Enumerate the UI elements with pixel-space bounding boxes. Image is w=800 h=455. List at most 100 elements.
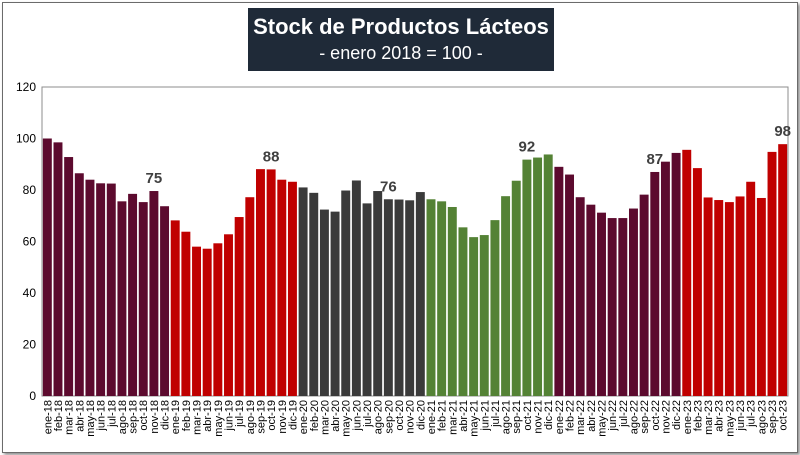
bar (192, 246, 202, 396)
x-tick-label: may-19 (213, 400, 225, 437)
x-tick-label: dic-21 (543, 400, 555, 430)
bar (405, 200, 415, 396)
x-tick-label: sep-23 (767, 400, 779, 434)
bar (319, 209, 329, 396)
bar (575, 197, 585, 396)
x-tick-label: oct-18 (138, 400, 150, 431)
bar (213, 243, 223, 396)
chart-title-box: Stock de Productos Lácteos - enero 2018 … (248, 8, 554, 71)
x-tick-label: ene-21 (426, 400, 438, 434)
x-tick-label: ene-22 (554, 400, 566, 434)
data-label: 87 (646, 151, 663, 168)
x-tick-label: feb-22 (565, 400, 577, 431)
x-tick-label: abr-22 (586, 400, 598, 432)
bar (415, 192, 425, 396)
x-tick-label: jul-21 (490, 400, 502, 428)
x-tick-label: ago-23 (756, 400, 768, 434)
chart-title: Stock de Productos Lácteos (253, 14, 549, 39)
x-tick-label: abr-20 (330, 400, 342, 432)
bar (351, 180, 361, 396)
x-tick-label: jul-23 (746, 400, 758, 428)
bar (522, 159, 532, 396)
bar (255, 169, 265, 396)
x-tick-label: oct-20 (394, 400, 406, 431)
bar (660, 161, 670, 396)
y-tick-label: 60 (23, 235, 37, 249)
x-tick-label: nov-19 (277, 400, 289, 434)
x-tick-label: ene-18 (42, 400, 54, 434)
bar (447, 206, 457, 396)
bar (703, 197, 713, 396)
bar (373, 191, 383, 396)
data-label: 76 (380, 178, 397, 195)
bar (543, 154, 553, 396)
x-tick-label: feb-19 (181, 400, 193, 431)
x-tick-label: dic-19 (287, 400, 299, 430)
bar (394, 199, 404, 396)
data-label: 92 (519, 139, 536, 156)
x-tick-label: mar-21 (447, 400, 459, 435)
bar (628, 208, 638, 396)
x-tick-label: jul-22 (618, 400, 630, 428)
bar (383, 199, 393, 396)
y-tick-label: 120 (16, 80, 36, 94)
x-tick-label: abr-23 (714, 400, 726, 432)
bar (224, 234, 233, 396)
bar (767, 151, 777, 396)
x-tick-label: sep-20 (383, 400, 395, 434)
bar (96, 183, 106, 396)
x-tick-label: ago-22 (628, 400, 640, 434)
bar (106, 183, 116, 396)
x-tick-label: mar-22 (575, 400, 587, 435)
x-tick-label: oct-23 (778, 400, 790, 431)
bar (746, 181, 756, 396)
x-tick-label: jun-18 (96, 400, 108, 432)
x-tick-label: jun-23 (735, 400, 747, 432)
x-tick-label: jun-22 (607, 400, 619, 432)
bar (724, 202, 734, 396)
x-tick-label: jun-21 (479, 400, 491, 432)
x-tick-label: feb-20 (309, 400, 321, 431)
bar (287, 181, 297, 396)
bar (479, 235, 489, 396)
x-tick-label: feb-18 (53, 400, 65, 431)
bar (309, 192, 319, 396)
x-tick-label: mar-23 (703, 400, 715, 435)
data-label: 98 (774, 123, 791, 140)
y-tick-label: 0 (29, 389, 36, 403)
bar (501, 196, 511, 396)
bar (490, 220, 500, 396)
bar (458, 227, 468, 396)
bar (74, 173, 84, 396)
x-tick-label: oct-19 (266, 400, 278, 431)
bar (117, 201, 127, 396)
chart-subtitle: - enero 2018 = 100 - (319, 43, 483, 63)
bar (85, 179, 95, 396)
bar (234, 217, 244, 396)
x-tick-label: mar-20 (319, 400, 331, 435)
bar (735, 196, 745, 396)
bar (692, 168, 702, 396)
x-tick-label: jul-18 (106, 400, 118, 428)
x-tick-label: abr-21 (458, 400, 470, 432)
bar (181, 231, 191, 396)
bar (128, 193, 138, 396)
plot-area (41, 86, 789, 397)
bar (618, 218, 628, 396)
x-tick-label: sep-18 (128, 400, 140, 434)
data-label: 75 (146, 170, 163, 187)
data-label: 88 (263, 148, 280, 165)
x-tick-label: may-20 (341, 400, 353, 437)
y-tick-label: 20 (23, 338, 37, 352)
y-tick-label: 100 (16, 132, 36, 146)
x-tick-label: may-18 (85, 400, 97, 437)
bar (330, 211, 340, 396)
bar (682, 149, 692, 396)
bar (277, 179, 287, 396)
x-tick-label: feb-23 (692, 400, 704, 431)
x-tick-label: may-21 (469, 400, 481, 437)
bar (426, 199, 436, 396)
bar (64, 157, 74, 396)
x-tick-label: abr-19 (202, 400, 214, 432)
bar (266, 169, 276, 396)
